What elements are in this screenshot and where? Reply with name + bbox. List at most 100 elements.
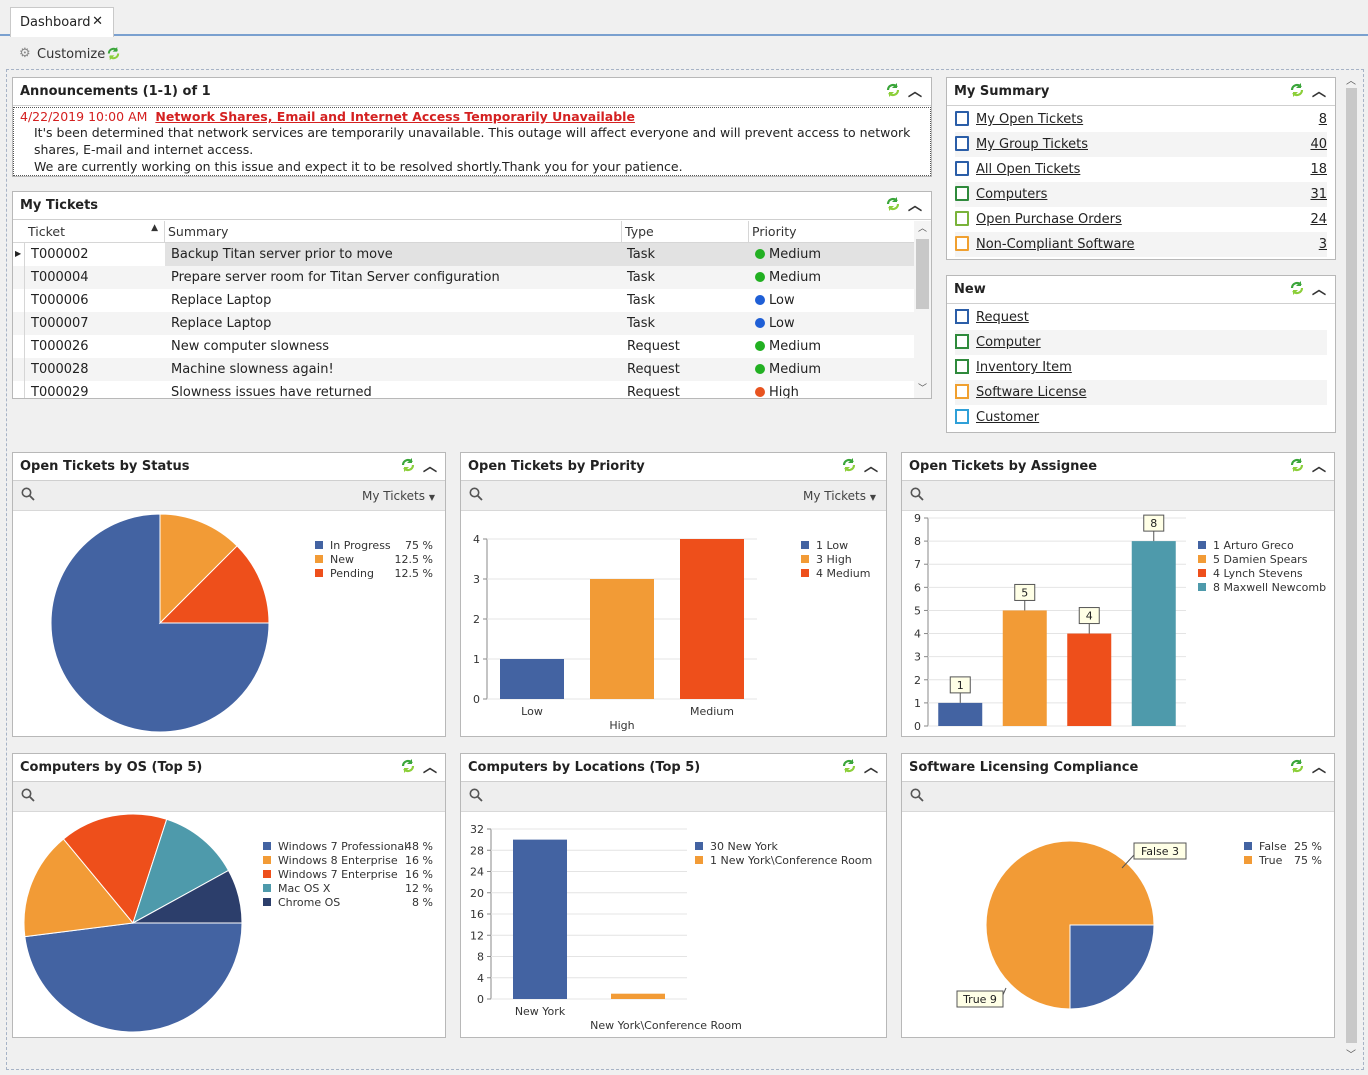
summary-count[interactable]: 18 <box>1310 162 1327 177</box>
legend-value: 12.5 % <box>394 567 433 580</box>
collapse-icon[interactable]: ︿ <box>864 459 878 475</box>
column-header-ticket[interactable]: Ticket ▲ <box>25 221 165 242</box>
filter-dropdown[interactable]: My Tickets ▼ <box>802 489 876 503</box>
vertical-scrollbar[interactable]: ︿ ﹀ <box>1343 72 1360 1062</box>
collapse-icon[interactable]: ︿ <box>423 459 437 475</box>
search-icon[interactable] <box>21 788 35 805</box>
search-icon[interactable] <box>469 788 483 805</box>
table-row[interactable]: T000004 Prepare server room for Titan Ser… <box>13 266 914 289</box>
ticket-id[interactable]: T000028 <box>31 362 89 377</box>
search-icon[interactable] <box>910 788 924 805</box>
new-link[interactable]: Computer <box>976 335 1041 350</box>
chart-svg <box>50 513 270 733</box>
table-row[interactable]: T000029 Slowness issues have returned Requ… <box>13 381 914 398</box>
ticket-id[interactable]: T000002 <box>31 247 89 262</box>
column-header-priority[interactable]: Priority <box>752 224 797 239</box>
summary-link[interactable]: Computers <box>976 187 1048 202</box>
ticket-id[interactable]: T000004 <box>31 270 89 285</box>
tab-dashboard[interactable]: Dashboard ✕ <box>10 7 114 37</box>
refresh-icon[interactable] <box>1289 82 1305 98</box>
new-link[interactable]: Customer <box>976 410 1040 425</box>
table-row[interactable]: T000026 New computer slowness Request Mediu… <box>13 335 914 358</box>
new-link[interactable]: Inventory Item <box>976 360 1072 375</box>
y-tick-label: 3 <box>914 651 921 664</box>
bar <box>1067 633 1112 726</box>
scroll-up-arrow[interactable]: ︿ <box>1346 76 1356 87</box>
ticket-id[interactable]: T000006 <box>31 293 89 308</box>
summary-link[interactable]: Non-Compliant Software <box>976 237 1135 252</box>
y-tick-label: 20 <box>470 887 484 900</box>
new-inventory-icon <box>955 359 969 374</box>
y-tick-label: 7 <box>914 558 921 571</box>
announcement-headline[interactable]: Network Shares, Email and Internet Acces… <box>155 109 635 124</box>
search-icon[interactable] <box>21 487 35 504</box>
scrollbar-thumb[interactable] <box>1346 88 1357 1043</box>
new-link[interactable]: Request <box>976 310 1029 325</box>
summary-count[interactable]: 24 <box>1310 212 1327 227</box>
data-label: 1 <box>957 679 964 692</box>
refresh-icon[interactable] <box>1289 457 1305 473</box>
ticket-priority: Low <box>755 316 795 331</box>
collapse-icon[interactable]: ︿ <box>1312 282 1326 298</box>
scroll-down-arrow[interactable]: ﹀ <box>1346 1050 1356 1061</box>
priority-label: Medium <box>769 247 821 262</box>
ticket-priority: Medium <box>755 270 821 285</box>
legend-label: 1 New York\Conference Room <box>710 854 873 867</box>
grid-scrollbar[interactable]: ︿ ﹀ <box>914 221 931 398</box>
summary-count[interactable]: 3 <box>1318 237 1327 252</box>
column-header-summary[interactable]: Summary <box>165 221 622 242</box>
collapse-icon[interactable]: ︿ <box>1312 84 1326 100</box>
ticket-id[interactable]: T000026 <box>31 339 89 354</box>
refresh-icon[interactable] <box>1289 280 1305 296</box>
pie-slice <box>24 922 243 1033</box>
refresh-icon[interactable] <box>1289 758 1305 774</box>
table-row[interactable]: ▶ T000002 Backup Titan server prior to mov… <box>13 243 914 266</box>
refresh-icon[interactable] <box>106 46 121 61</box>
collapse-icon[interactable]: ︿ <box>1312 459 1326 475</box>
collapse-icon[interactable]: ︿ <box>908 198 922 214</box>
collapse-icon[interactable]: ︿ <box>423 760 437 776</box>
summary-link[interactable]: Open Purchase Orders <box>976 212 1122 227</box>
refresh-icon[interactable] <box>841 457 857 473</box>
scroll-down-arrow[interactable]: ﹀ <box>918 384 928 394</box>
ticket-id[interactable]: T000007 <box>31 316 89 331</box>
table-row[interactable]: T000007 Replace Laptop Task Low <box>13 312 914 335</box>
data-label-box <box>1078 607 1100 625</box>
filter-dropdown[interactable]: My Tickets ▼ <box>361 489 435 503</box>
summary-link[interactable]: All Open Tickets <box>976 162 1081 177</box>
scrollbar-thumb[interactable] <box>916 239 929 309</box>
summary-count[interactable]: 40 <box>1310 137 1327 152</box>
panel-title: Software Licensing Compliance <box>909 760 1139 775</box>
pie-slice <box>132 869 243 924</box>
refresh-icon[interactable] <box>885 82 901 98</box>
table-row[interactable]: T000006 Replace Laptop Task Low <box>13 289 914 312</box>
refresh-icon[interactable] <box>400 758 416 774</box>
new-link[interactable]: Software License <box>976 385 1087 400</box>
search-icon[interactable] <box>469 487 483 504</box>
data-label: 5 <box>1021 586 1028 599</box>
ticket-id[interactable]: T000029 <box>31 385 89 398</box>
ticket-type: Task <box>627 316 656 331</box>
summary-link[interactable]: My Open Tickets <box>976 112 1084 127</box>
software-icon <box>955 236 969 251</box>
ticket-type: Task <box>627 270 656 285</box>
customize-button[interactable]: Customize <box>37 47 106 62</box>
data-label-box <box>1133 842 1187 860</box>
summary-link[interactable]: My Group Tickets <box>976 137 1088 152</box>
column-header-type[interactable]: Type <box>622 221 749 242</box>
collapse-icon[interactable]: ︿ <box>908 84 922 100</box>
summary-count[interactable]: 8 <box>1318 112 1327 127</box>
legend-value: 75 % <box>405 539 433 552</box>
legend-item: 3 High <box>801 553 882 567</box>
table-row[interactable]: T000028 Machine slowness again! Request Med… <box>13 358 914 381</box>
collapse-icon[interactable]: ︿ <box>1312 760 1326 776</box>
scroll-up-arrow[interactable]: ︿ <box>918 224 928 234</box>
refresh-icon[interactable] <box>885 196 901 212</box>
refresh-icon[interactable] <box>841 758 857 774</box>
search-icon[interactable] <box>910 487 924 504</box>
collapse-icon[interactable]: ︿ <box>864 760 878 776</box>
close-icon[interactable]: ✕ <box>92 14 103 29</box>
summary-count[interactable]: 31 <box>1310 187 1327 202</box>
refresh-icon[interactable] <box>400 457 416 473</box>
legend-label: 1 Low <box>816 539 849 552</box>
